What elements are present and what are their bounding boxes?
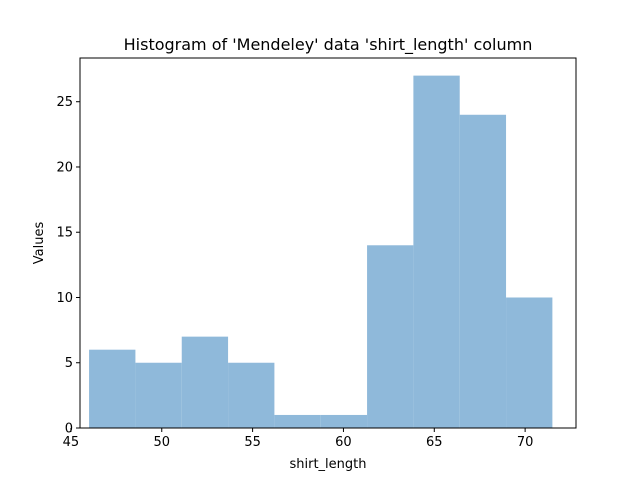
y-axis-ticks: 0 5 10 15 20 25 bbox=[56, 95, 80, 437]
y-tick-label: 10 bbox=[56, 291, 73, 306]
y-tick-label: 20 bbox=[56, 160, 73, 175]
y-axis-label: Values bbox=[32, 222, 47, 265]
x-tick-label: 70 bbox=[517, 435, 534, 450]
x-tick-label: 50 bbox=[153, 435, 170, 450]
histogram-bar-4 bbox=[228, 362, 275, 428]
histogram-bar-3 bbox=[181, 336, 229, 428]
histogram-bar-7 bbox=[367, 245, 414, 428]
plot-frame bbox=[79, 57, 577, 429]
histogram-bar-10 bbox=[506, 297, 553, 428]
histogram-bar-2 bbox=[135, 362, 182, 428]
y-tick-label: 25 bbox=[56, 95, 73, 110]
histogram-bar-5 bbox=[274, 414, 321, 428]
y-tick-label: 0 bbox=[65, 422, 73, 437]
y-tick-label: 5 bbox=[65, 356, 73, 371]
histogram-bar-1 bbox=[89, 349, 136, 428]
histogram-bar-8 bbox=[413, 75, 460, 429]
x-axis-label: shirt_length bbox=[289, 457, 366, 472]
x-tick-label: 55 bbox=[244, 435, 261, 450]
x-tick-label: 45 bbox=[63, 435, 80, 450]
bars-group bbox=[89, 75, 553, 429]
x-axis-ticks: 45 50 55 60 65 70 bbox=[63, 428, 534, 450]
x-tick-label: 60 bbox=[335, 435, 352, 450]
x-tick-label: 65 bbox=[426, 435, 443, 450]
chart-title: Histogram of 'Mendeley' data 'shirt_leng… bbox=[124, 35, 533, 55]
histogram-bar-6 bbox=[320, 414, 368, 428]
y-tick-label: 15 bbox=[56, 226, 73, 241]
histogram-bar-9 bbox=[459, 114, 507, 429]
